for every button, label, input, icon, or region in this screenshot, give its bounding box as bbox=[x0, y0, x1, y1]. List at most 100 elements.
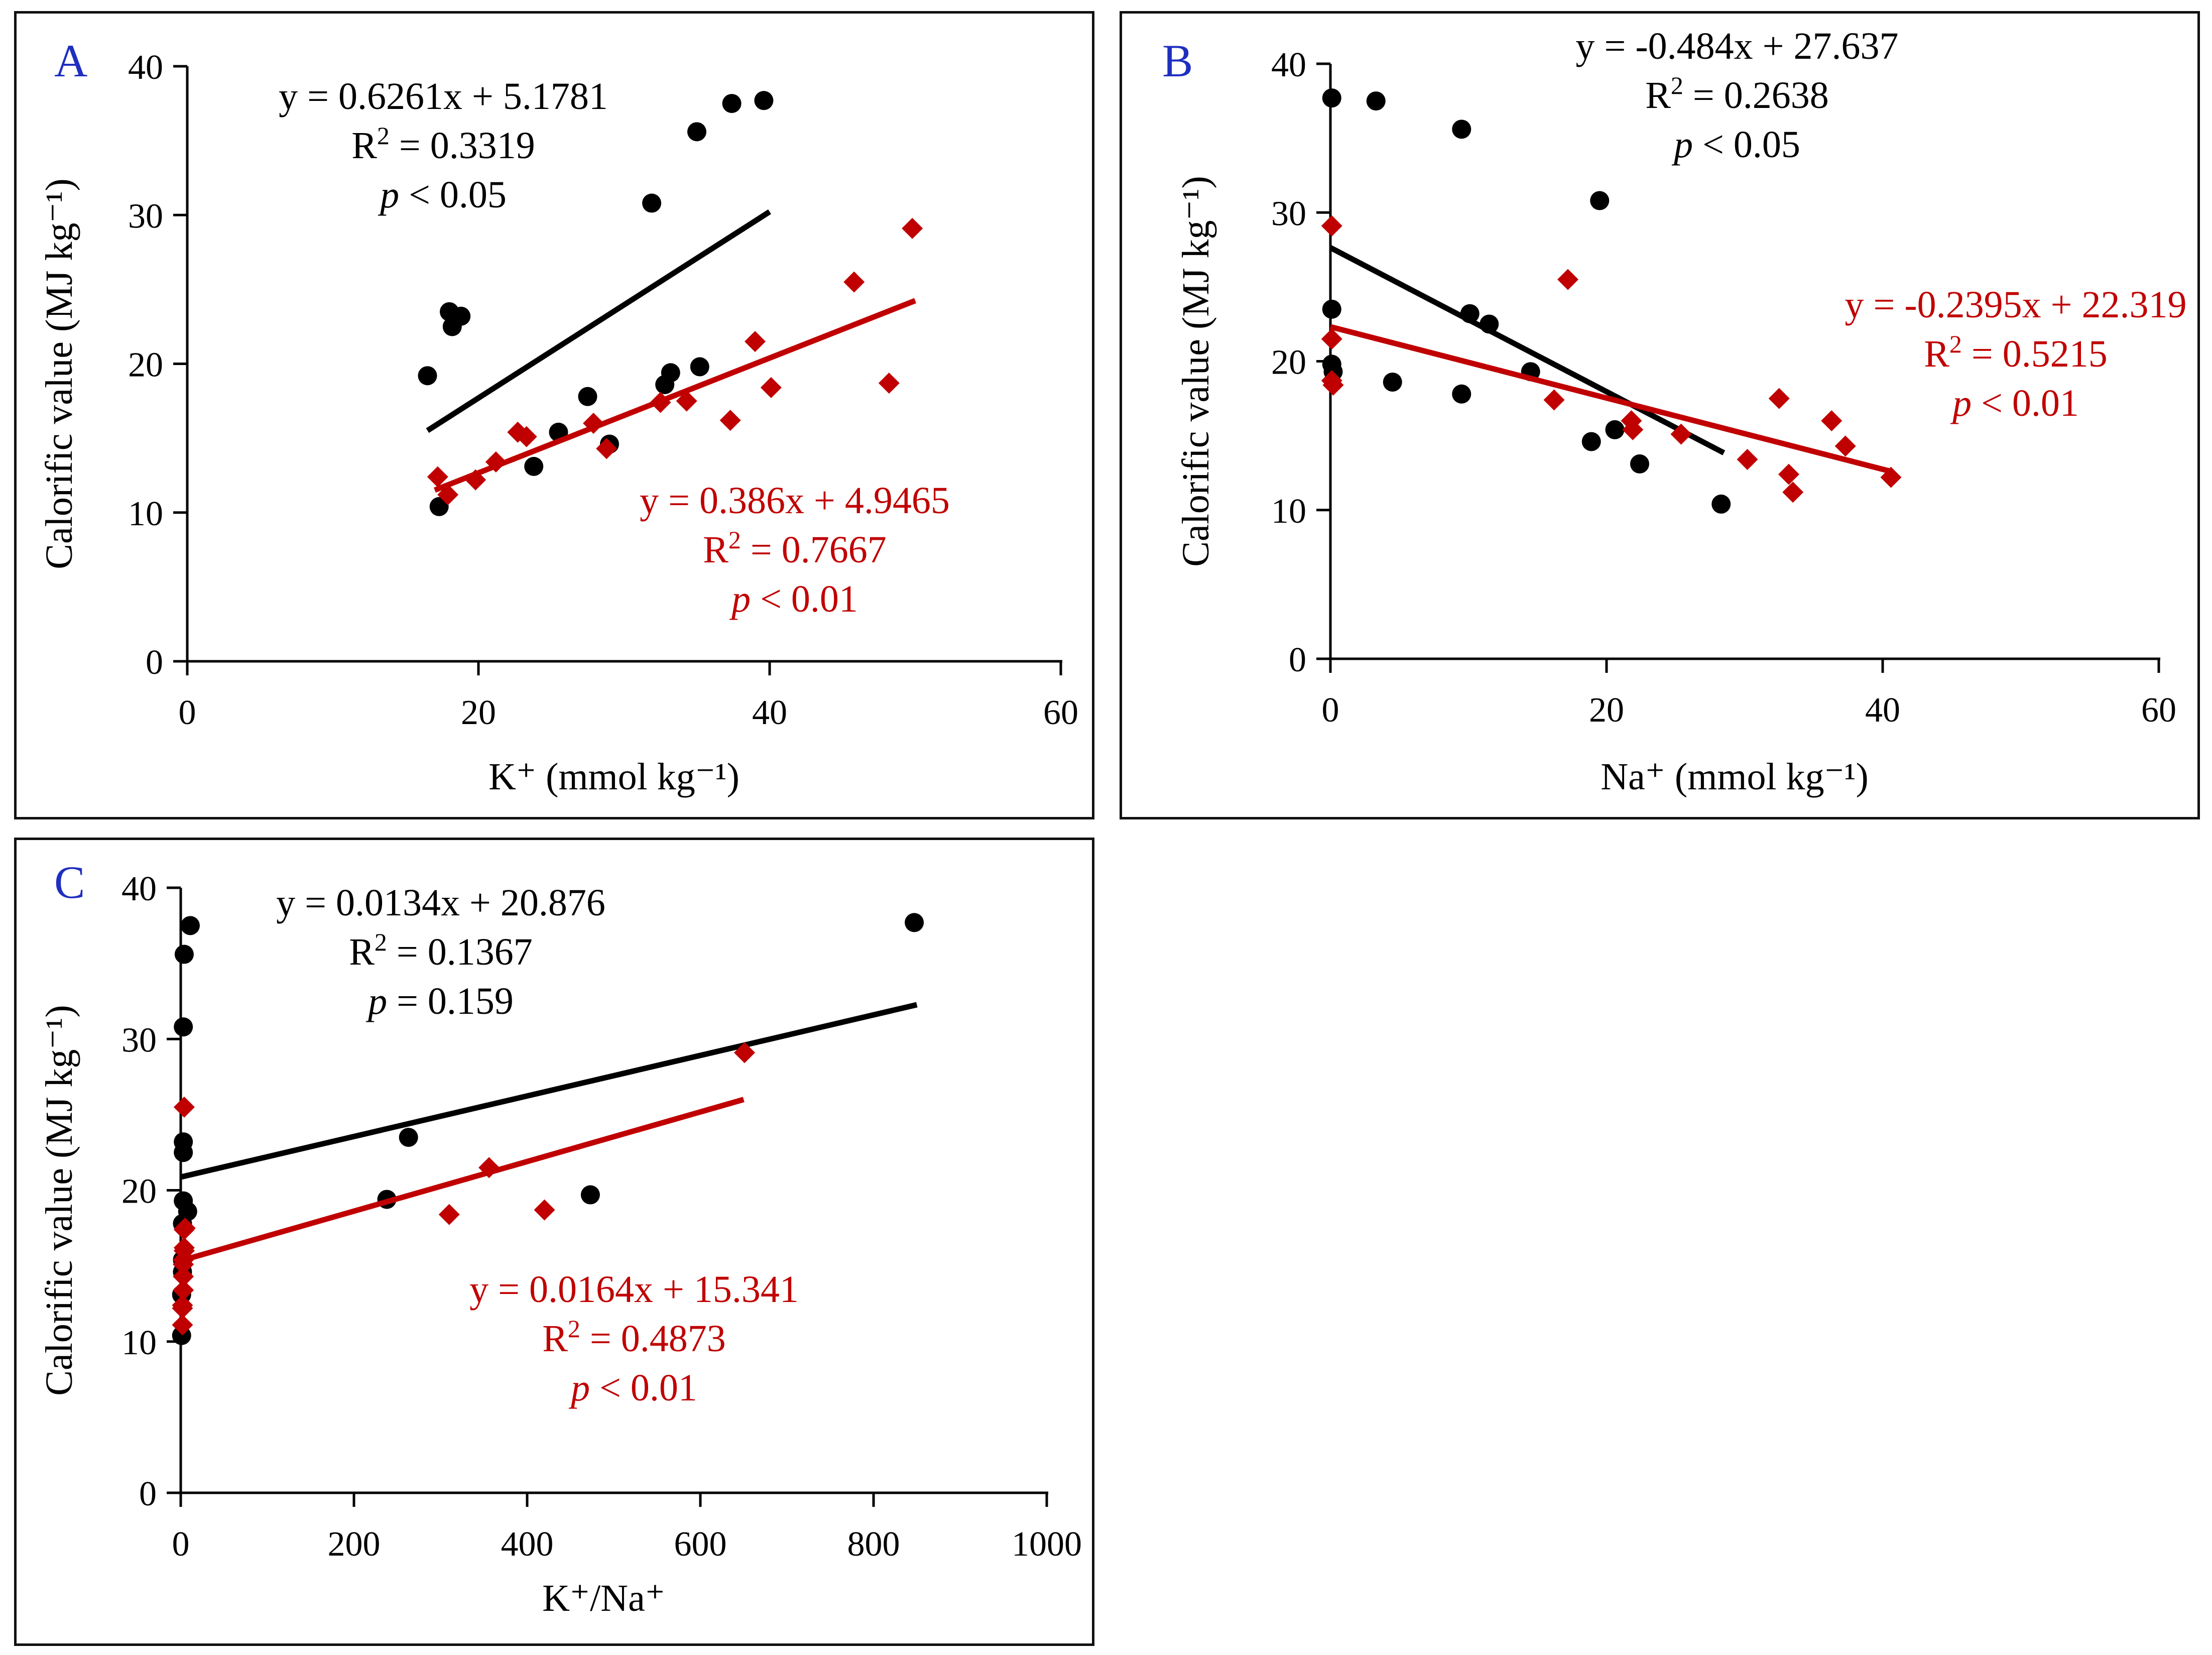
chart-a: A 0 10 20 30 40 0 20 40 60 K⁺ (mmol kg⁻¹) Calorific… bbox=[38, 35, 1078, 798]
data-point-circle bbox=[180, 916, 200, 935]
r-squared-value: = 0.1367 bbox=[387, 931, 533, 973]
panel-label: C bbox=[54, 857, 85, 908]
data-point-diamond bbox=[1768, 388, 1790, 409]
data-point-diamond bbox=[172, 1294, 193, 1316]
p-value-text: < 0.01 bbox=[1972, 382, 2079, 424]
data-point-diamond bbox=[902, 217, 923, 239]
x-axis-label: K⁺/Na⁺ bbox=[542, 1577, 665, 1619]
data-point-diamond bbox=[172, 1314, 193, 1336]
data-point-circle bbox=[1590, 191, 1610, 210]
x-tick-label: 20 bbox=[1589, 691, 1624, 730]
data-point-circle bbox=[399, 1128, 418, 1147]
p-value-text: < 0.05 bbox=[399, 174, 507, 216]
data-point-circle bbox=[754, 91, 774, 110]
trend-equation: y = -0.2395x + 22.319 bbox=[1845, 284, 2186, 326]
panel-label: B bbox=[1162, 35, 1193, 86]
data-point-circle bbox=[1460, 304, 1480, 323]
data-point-diamond bbox=[596, 438, 618, 459]
p-symbol: p bbox=[568, 1367, 590, 1409]
data-point-circle bbox=[178, 1202, 197, 1221]
x-axis-label: Na⁺ (mmol kg⁻¹) bbox=[1601, 756, 1869, 798]
y-tick-label: 20 bbox=[1271, 343, 1306, 382]
y-tick-label: 10 bbox=[128, 495, 163, 533]
y-axis-label: Calorific value (MJ kg⁻¹) bbox=[38, 1005, 80, 1395]
x-tick-label: 1000 bbox=[1012, 1525, 1082, 1564]
data-point-diamond bbox=[1834, 435, 1856, 457]
y-axis-label: Calorific value (MJ kg⁻¹) bbox=[1175, 176, 1217, 566]
data-point-diamond bbox=[485, 451, 507, 473]
data-point-diamond bbox=[173, 1237, 195, 1258]
data-point-diamond bbox=[1543, 389, 1565, 411]
r-squared: R2 = 0.5215 bbox=[1924, 330, 2108, 375]
r-squared: R2 = 0.3319 bbox=[351, 122, 535, 167]
data-point-diamond bbox=[465, 469, 486, 491]
x-tick-label: 800 bbox=[847, 1525, 900, 1564]
data-point-diamond bbox=[507, 421, 529, 443]
x-tick-label: 0 bbox=[179, 693, 196, 732]
data-point-diamond bbox=[719, 410, 741, 431]
data-point-diamond bbox=[1321, 328, 1342, 350]
series-red bbox=[427, 217, 923, 506]
p-symbol: p bbox=[729, 578, 751, 620]
data-point-diamond bbox=[438, 1204, 460, 1225]
data-point-circle bbox=[1383, 372, 1402, 392]
r-squared-prefix: R bbox=[1924, 333, 1949, 375]
y-axis-label: Calorific value (MJ kg⁻¹) bbox=[38, 178, 80, 569]
series-red bbox=[1321, 215, 1902, 503]
x-tick-label: 60 bbox=[1043, 693, 1078, 732]
r-squared-exp: 2 bbox=[1949, 330, 1962, 358]
trend-equation: y = 0.386x + 4.9465 bbox=[640, 480, 950, 522]
p-value-text: < 0.05 bbox=[1693, 124, 1800, 166]
data-point-diamond bbox=[1782, 482, 1804, 503]
data-point-circle bbox=[578, 387, 597, 406]
r-squared-prefix: R bbox=[542, 1318, 568, 1360]
chart-panel-a: A 0 10 20 30 40 0 20 40 60 K⁺ (mmol kg⁻¹) Calorific… bbox=[14, 11, 1094, 819]
chart-panel-c: C 0 10 20 30 40 0 200 400 600 800 1000 K⁺/Na⁺ Calorif… bbox=[14, 838, 1094, 1646]
p-value: p < 0.05 bbox=[378, 174, 507, 216]
p-value-text: < 0.01 bbox=[590, 1367, 697, 1409]
data-point-circle bbox=[905, 913, 924, 932]
data-point-circle bbox=[661, 363, 680, 383]
y-tick-label: 40 bbox=[128, 48, 163, 87]
y-tick-label: 40 bbox=[1271, 46, 1306, 84]
y-tick-label: 0 bbox=[146, 643, 163, 682]
trend-equation: y = -0.484x + 27.637 bbox=[1575, 25, 1898, 67]
x-tick-label: 40 bbox=[752, 693, 787, 732]
data-point-circle bbox=[1711, 494, 1731, 514]
trend-line-black bbox=[180, 1002, 918, 1180]
x-tick-label: 40 bbox=[1865, 691, 1900, 730]
y-tick-label: 30 bbox=[121, 1021, 157, 1059]
data-point-diamond bbox=[1622, 419, 1644, 440]
series-black bbox=[418, 91, 774, 516]
data-point-diamond bbox=[650, 392, 671, 413]
data-point-circle bbox=[1452, 120, 1471, 139]
y-tick-label: 30 bbox=[128, 197, 163, 235]
data-point-circle bbox=[1452, 384, 1471, 404]
p-symbol: p bbox=[365, 980, 387, 1022]
y-tick-label: 10 bbox=[121, 1324, 157, 1362]
y-tick-label: 40 bbox=[121, 870, 157, 908]
r-squared-value: = 0.2638 bbox=[1683, 74, 1829, 116]
trend-line-red bbox=[1329, 324, 1892, 475]
trend-equation: y = 0.6261x + 5.1781 bbox=[279, 75, 608, 117]
trend-line-red bbox=[180, 1097, 745, 1264]
data-point-diamond bbox=[427, 466, 448, 488]
y-tick-label: 20 bbox=[121, 1172, 157, 1211]
trend-line-red bbox=[433, 298, 917, 493]
series-black bbox=[1322, 88, 1731, 514]
data-point-diamond bbox=[1322, 374, 1344, 396]
series-red bbox=[172, 1042, 755, 1336]
p-value-text: = 0.159 bbox=[387, 980, 514, 1022]
data-point-circle bbox=[690, 357, 709, 377]
r-squared-exp: 2 bbox=[377, 122, 390, 150]
p-value: p = 0.159 bbox=[365, 980, 514, 1022]
y-tick-label: 30 bbox=[1271, 194, 1306, 233]
data-point-diamond bbox=[583, 413, 604, 434]
r-squared-exp: 2 bbox=[568, 1315, 580, 1343]
p-value: p < 0.01 bbox=[1950, 382, 2079, 424]
y-tick-label: 0 bbox=[1289, 641, 1306, 679]
x-tick-label: 200 bbox=[328, 1525, 381, 1564]
data-point-circle bbox=[451, 306, 471, 326]
trend-line-black bbox=[426, 209, 771, 433]
y-tick-label: 20 bbox=[128, 346, 163, 385]
